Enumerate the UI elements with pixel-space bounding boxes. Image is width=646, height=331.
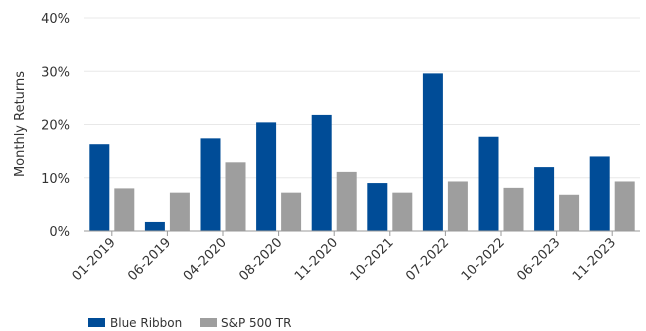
bar-blue-ribbon-10-2021 [367, 183, 388, 231]
bar-blue-ribbon-06-2019 [144, 221, 165, 231]
x-tick-label: 10-2021 [348, 235, 397, 284]
bar-s-p-500-tr-10-2021 [392, 192, 413, 231]
gridlines [84, 17, 640, 179]
y-tick-labels: 0% 10% 20% 30% 40% [41, 12, 70, 240]
x-tick-label: 04-2020 [181, 235, 230, 284]
x-tick-label: 06-2023 [514, 235, 563, 284]
legend-swatch-sp500 [200, 318, 217, 327]
bar-blue-ribbon-06-2023 [534, 167, 555, 231]
legend-swatch-blue-ribbon [88, 318, 105, 327]
bars [89, 73, 635, 231]
x-tick-label: 01-2019 [70, 235, 119, 284]
bar-blue-ribbon-04-2020 [200, 138, 221, 231]
bar-s-p-500-tr-08-2020 [281, 192, 302, 231]
y-tick-label: 30% [41, 65, 70, 80]
bar-blue-ribbon-01-2019 [89, 144, 110, 231]
bar-blue-ribbon-11-2020 [311, 114, 332, 231]
bar-s-p-500-tr-10-2022 [503, 187, 524, 231]
y-tick-label: 10% [41, 172, 70, 187]
y-tick-label: 0% [49, 225, 70, 240]
x-tick-label: 08-2020 [236, 235, 285, 284]
y-tick-label: 40% [41, 12, 70, 27]
bar-s-p-500-tr-11-2020 [336, 171, 357, 231]
y-tick-label: 20% [41, 119, 70, 134]
bar-s-p-500-tr-06-2019 [169, 192, 190, 231]
bar-blue-ribbon-07-2022 [422, 73, 443, 231]
legend-label-sp500: S&P 500 TR [221, 316, 291, 330]
bar-blue-ribbon-08-2020 [256, 122, 277, 231]
x-tick-label: 11-2023 [570, 235, 619, 284]
bar-s-p-500-tr-06-2023 [559, 194, 580, 231]
x-tick-label: 07-2022 [403, 235, 452, 284]
y-axis-label: Monthly Returns [13, 71, 28, 177]
x-tick-labels: 01-2019 06-2019 04-2020 08-2020 11-2020 10-20… [70, 231, 619, 284]
bar-blue-ribbon-11-2023 [589, 156, 610, 231]
bar-s-p-500-tr-04-2020 [225, 162, 246, 231]
bar-s-p-500-tr-11-2023 [614, 181, 635, 231]
legend: Blue Ribbon S&P 500 TR [88, 316, 291, 330]
bar-blue-ribbon-10-2022 [478, 136, 499, 231]
x-tick-label: 11-2020 [292, 235, 341, 284]
bar-s-p-500-tr-01-2019 [114, 188, 135, 231]
legend-label-blue-ribbon: Blue Ribbon [110, 316, 182, 330]
x-tick-label: 06-2019 [125, 235, 174, 284]
x-tick-label: 10-2022 [459, 235, 508, 284]
bar-s-p-500-tr-07-2022 [447, 181, 468, 231]
